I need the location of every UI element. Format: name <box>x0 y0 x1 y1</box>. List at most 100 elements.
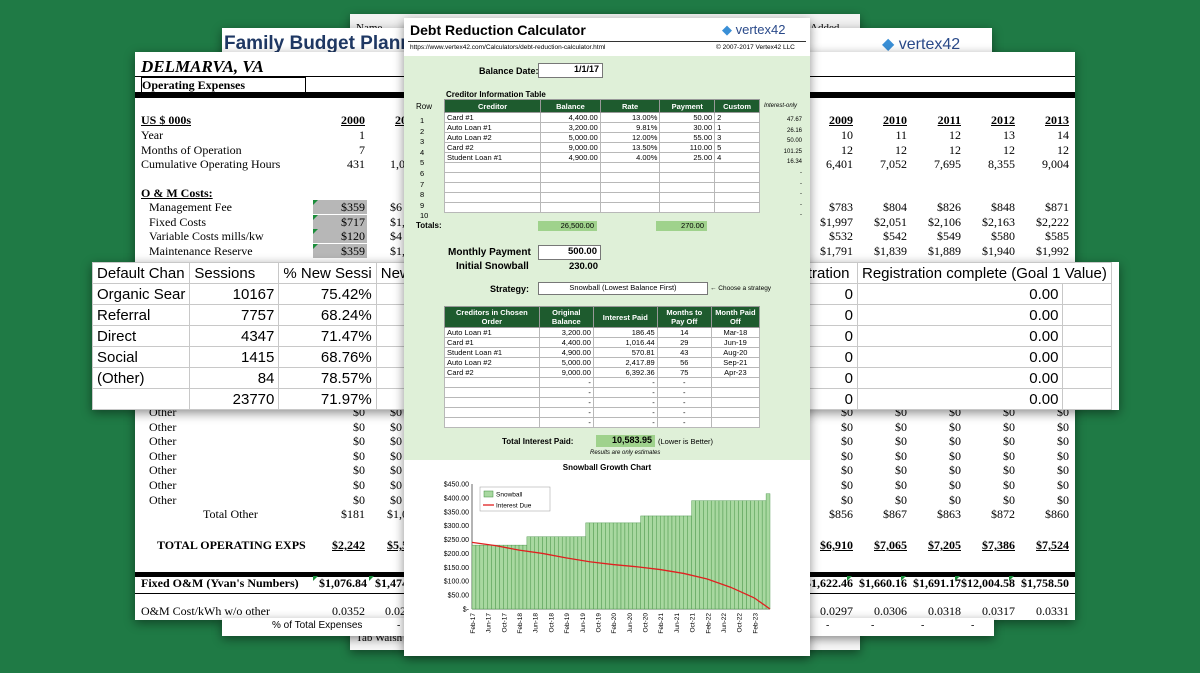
creditor-row[interactable] <box>443 202 760 213</box>
header-registration-complete[interactable]: Registration complete (Goal 1 Value) <box>857 262 1112 284</box>
creditor-balance[interactable] <box>540 162 601 173</box>
creditor-row[interactable] <box>443 172 760 183</box>
creditor-custom[interactable]: 4 <box>714 152 760 163</box>
creditor-name[interactable]: Card #1 <box>443 112 542 123</box>
creditor-name[interactable]: Auto Loan #1 <box>443 122 542 133</box>
creditor-payment[interactable]: 55.00 <box>659 132 716 143</box>
creditor-payment[interactable]: 110.00 <box>659 142 716 153</box>
snowball-bar <box>707 500 712 610</box>
creditor-balance[interactable]: 4,900.00 <box>540 152 601 163</box>
payoff-months: - <box>656 417 712 428</box>
value-cell: $0 <box>895 419 907 434</box>
creditor-payment[interactable] <box>659 182 716 193</box>
creditor-name[interactable]: Card #2 <box>443 142 542 153</box>
creditor-rate[interactable] <box>599 202 661 213</box>
creditor-custom[interactable] <box>714 192 760 203</box>
creditor-rate[interactable] <box>599 182 661 193</box>
creditor-row[interactable] <box>443 162 760 173</box>
goal-row[interactable]: 0 0.00 <box>792 304 1112 326</box>
payoff-month-paid <box>710 397 761 408</box>
creditor-payment[interactable] <box>659 162 716 173</box>
creditor-name[interactable] <box>443 172 542 183</box>
creditor-custom[interactable]: 5 <box>714 142 760 153</box>
creditor-rate[interactable] <box>599 162 661 173</box>
creditor-payment[interactable]: 25.00 <box>659 152 716 163</box>
channel-name <box>92 388 191 410</box>
creditor-name[interactable] <box>443 192 542 203</box>
creditor-name[interactable] <box>443 202 542 213</box>
value-cell: $549 <box>937 229 961 243</box>
creditor-row[interactable]: Auto Loan #1 3,200.00 9.81% 30.00 1 <box>443 122 760 133</box>
creditor-balance[interactable]: 3,200.00 <box>540 122 601 133</box>
creditor-custom[interactable]: 2 <box>714 112 760 123</box>
creditor-row[interactable] <box>443 182 760 193</box>
creditor-balance[interactable] <box>540 202 601 213</box>
snowball-bar <box>534 536 539 610</box>
creditor-row[interactable]: Card #1 4,400.00 13.00% 50.00 2 <box>443 112 760 123</box>
creditor-custom[interactable] <box>714 182 760 193</box>
creditor-rate[interactable]: 13.50% <box>599 142 661 153</box>
creditor-custom[interactable]: 3 <box>714 132 760 143</box>
creditor-row[interactable] <box>443 192 760 203</box>
creditor-rate[interactable] <box>599 172 661 183</box>
creditor-name[interactable]: Auto Loan #2 <box>443 132 542 143</box>
balance-date-input[interactable]: 1/1/17 <box>538 63 603 78</box>
monthly-payment-input[interactable]: 500.00 <box>538 245 601 260</box>
channel-row[interactable]: Social 1415 68.76% <box>92 346 447 368</box>
creditor-custom[interactable]: 1 <box>714 122 760 133</box>
goal-row[interactable]: 0 0.00 <box>792 346 1112 368</box>
snowball-bar <box>526 536 532 610</box>
snowball-chart: Snowball Growth Chart $- $50.00 $100.00 $15… <box>404 460 810 656</box>
x-tick-label: Oct-17 <box>501 613 508 633</box>
creditor-rate[interactable]: 12.00% <box>599 132 661 143</box>
pct-total-label: % of Total Expenses <box>272 620 363 631</box>
creditor-payment[interactable] <box>659 172 716 183</box>
x-tick-label: Oct-22 <box>737 613 744 633</box>
header-sessions[interactable]: Sessions <box>189 262 280 284</box>
payoff-creditor <box>444 397 540 408</box>
goal-row[interactable]: 0 0.00 <box>792 283 1112 305</box>
creditor-row[interactable]: Student Loan #1 4,900.00 4.00% 25.00 4 <box>443 152 760 163</box>
creditor-rate[interactable]: 4.00% <box>599 152 661 163</box>
creditor-payment[interactable]: 30.00 <box>659 122 716 133</box>
creditor-rate[interactable]: 13.00% <box>599 112 661 123</box>
payoff-creditor: Card #2 <box>444 367 540 378</box>
creditor-name[interactable] <box>443 182 542 193</box>
creditor-name[interactable]: Student Loan #1 <box>443 152 542 163</box>
creditor-custom[interactable] <box>714 172 760 183</box>
creditor-balance[interactable]: 4,400.00 <box>540 112 601 123</box>
goal-row[interactable]: 0 0.00 <box>792 367 1112 389</box>
payoff-original-balance: 3,200.00 <box>538 327 594 338</box>
chart-title: Snowball Growth Chart <box>562 463 652 472</box>
channel-row[interactable]: (Other) 84 78.57% <box>92 367 447 389</box>
creditor-balance[interactable] <box>540 182 601 193</box>
strategy-select[interactable]: Snowball (Lowest Balance First) <box>538 282 708 295</box>
creditor-name[interactable] <box>443 162 542 173</box>
creditor-balance[interactable] <box>540 172 601 183</box>
snowball-bar <box>754 500 759 610</box>
interest-only-value: - <box>800 170 802 176</box>
debt-url[interactable]: https://www.vertex42.com/Calculators/deb… <box>410 44 606 51</box>
header-pct-new-sessions[interactable]: % New Sessi <box>278 262 377 284</box>
creditor-balance[interactable]: 5,000.00 <box>540 132 601 143</box>
creditor-payment[interactable] <box>659 202 716 213</box>
goal-row[interactable]: 0 0.00 <box>792 325 1112 347</box>
x-tick-label: Oct-20 <box>643 613 650 633</box>
creditor-rate[interactable]: 9.81% <box>599 122 661 133</box>
sessions-value: 10167 <box>189 283 280 305</box>
creditor-custom[interactable] <box>714 202 760 213</box>
creditor-row[interactable]: Card #2 9,000.00 13.50% 110.00 5 <box>443 142 760 153</box>
creditor-custom[interactable] <box>714 162 760 173</box>
creditor-payment[interactable] <box>659 192 716 203</box>
creditor-balance[interactable] <box>540 192 601 203</box>
creditor-payment[interactable]: 50.00 <box>659 112 716 123</box>
creditor-row[interactable]: Auto Loan #2 5,000.00 12.00% 55.00 3 <box>443 132 760 143</box>
header-default-channel[interactable]: Default Chan <box>92 262 191 284</box>
goal-row[interactable]: 0 0.00 <box>792 388 1112 410</box>
creditor-rate[interactable] <box>599 192 661 203</box>
creditor-balance[interactable]: 9,000.00 <box>540 142 601 153</box>
